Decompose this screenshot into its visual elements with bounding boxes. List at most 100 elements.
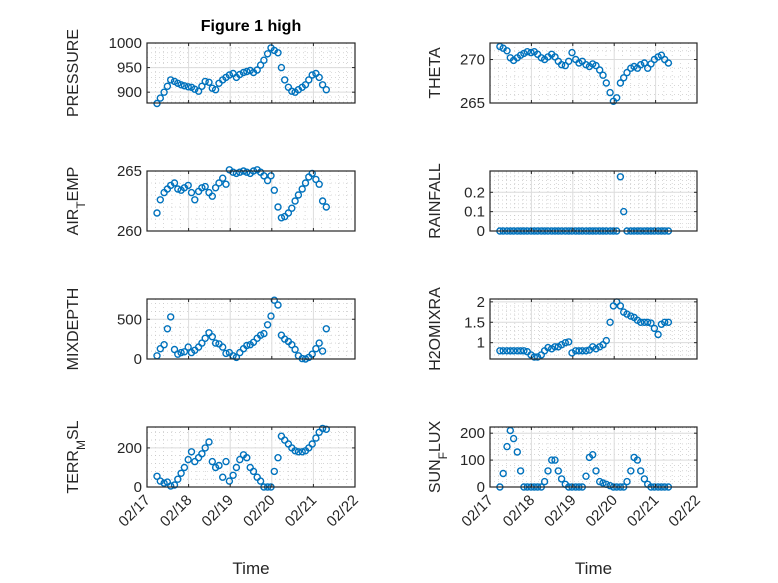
data-point <box>544 343 552 352</box>
x-tick-label: 02/21 <box>624 492 663 531</box>
data-point <box>640 475 649 483</box>
y-axis-label: SUNFLUX <box>427 421 450 494</box>
x-tick-label: 02/22 <box>323 492 362 531</box>
data-point <box>232 169 241 178</box>
data-point <box>274 454 282 462</box>
x-tick-label: 02/19 <box>198 492 237 531</box>
y-label-part: TERR <box>65 450 82 494</box>
data-point <box>557 60 566 69</box>
data-point <box>174 475 182 483</box>
data-point <box>322 85 330 94</box>
data-point <box>606 318 614 326</box>
data-point <box>616 173 625 181</box>
data-point <box>294 191 303 199</box>
data-point <box>243 67 251 76</box>
plot-area <box>147 171 355 231</box>
data-point <box>520 347 528 355</box>
data-point <box>548 456 556 464</box>
data-point <box>156 94 165 102</box>
data-point <box>623 477 631 486</box>
data-point <box>318 347 327 355</box>
data-point <box>516 467 525 475</box>
data-point <box>208 457 217 466</box>
x-tick-label: 02/18 <box>500 492 539 531</box>
data-point <box>623 310 631 318</box>
y-tick-label: 0 <box>134 479 142 496</box>
data-point <box>318 81 327 89</box>
data-point <box>318 197 327 205</box>
subplot-pressure: 900 950 1000 PRESSURE Figure 1 high <box>65 18 356 117</box>
y-tick-label: 270 <box>460 52 485 69</box>
data-point <box>301 179 310 187</box>
data-point <box>232 353 241 362</box>
data-point <box>218 473 227 481</box>
data-point <box>274 49 282 57</box>
data-point <box>243 341 251 350</box>
data-point <box>281 436 289 444</box>
data-point <box>174 185 182 193</box>
data-point <box>661 318 669 326</box>
data-point <box>263 321 272 329</box>
data-point <box>281 76 289 84</box>
data-point <box>298 448 306 456</box>
data-point <box>602 79 610 87</box>
data-point <box>592 467 600 475</box>
x-tick-label: 02/20 <box>582 492 621 531</box>
data-point <box>187 188 196 197</box>
data-point <box>308 71 316 79</box>
data-point <box>627 312 635 320</box>
y-axis-label: PRESSURE <box>65 29 82 117</box>
data-point <box>277 214 286 222</box>
data-point <box>620 207 628 216</box>
data-point <box>166 76 175 84</box>
y-label-part: THETA <box>427 47 444 99</box>
y-label-part: PRESSURE <box>65 29 82 117</box>
data-point <box>236 455 244 464</box>
data-point <box>568 349 576 357</box>
axes-box <box>146 298 356 360</box>
data-point <box>496 347 504 355</box>
data-point <box>291 197 299 205</box>
data-point <box>557 475 566 483</box>
data-point <box>249 467 258 476</box>
data-point <box>236 348 244 357</box>
data-point <box>170 481 179 489</box>
y-axis-label: RAINFALL <box>427 163 444 239</box>
data-point <box>513 448 521 456</box>
data-point <box>664 59 673 67</box>
data-point <box>274 203 282 211</box>
y-axis-label: TERRMSL <box>65 420 88 493</box>
data-point <box>184 455 192 464</box>
x-tick-label: 02/22 <box>665 492 704 531</box>
axes-box <box>489 42 698 104</box>
y-tick-label: 265 <box>117 163 142 180</box>
data-point <box>509 347 518 355</box>
data-point <box>153 472 161 480</box>
data-point <box>177 469 185 477</box>
data-point <box>201 182 209 191</box>
y-tick-label: 2 <box>477 294 485 311</box>
data-point <box>582 347 590 355</box>
data-point <box>582 472 590 480</box>
axes-box <box>489 170 698 232</box>
y-tick-label: 500 <box>117 311 142 328</box>
data-point <box>211 184 220 192</box>
data-point <box>236 70 244 79</box>
data-point <box>222 349 230 358</box>
data-point <box>640 59 649 67</box>
data-point <box>568 48 576 57</box>
y-tick-label: 200 <box>117 440 142 457</box>
data-point <box>267 172 275 180</box>
data-point <box>288 204 296 212</box>
data-point <box>153 209 161 217</box>
data-point <box>198 450 206 458</box>
y-tick-label: 100 <box>460 452 485 469</box>
data-point <box>253 66 261 74</box>
data-point <box>184 83 192 91</box>
data-point <box>606 482 614 490</box>
data-point <box>322 325 330 333</box>
data-point <box>198 184 206 192</box>
data-point <box>191 196 199 204</box>
y-tick-label: 0.1 <box>464 204 485 221</box>
y-label-part: EMP <box>65 167 82 202</box>
